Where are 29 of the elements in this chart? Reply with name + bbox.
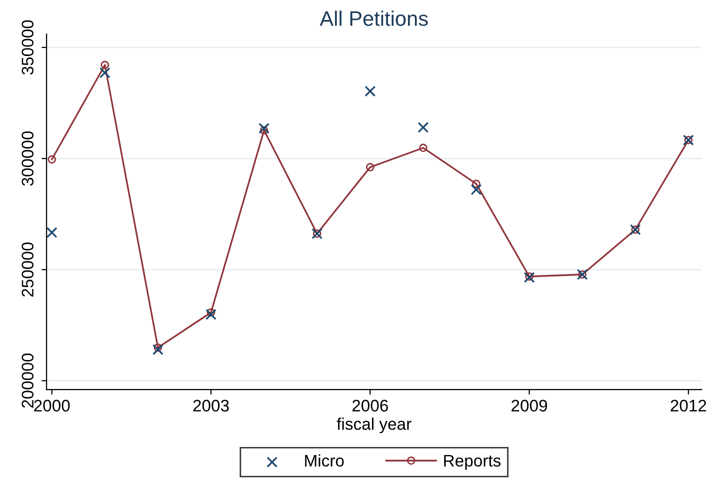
point — [258, 122, 270, 134]
point — [154, 343, 162, 352]
y-tick-label: 350000 — [22, 20, 34, 75]
legend-label: Micro — [305, 454, 344, 467]
point — [100, 60, 110, 70]
point — [152, 344, 164, 356]
point — [419, 144, 428, 152]
x-tick-label: 2006 — [352, 400, 388, 412]
legend-label: Reports — [444, 454, 501, 470]
point — [46, 227, 58, 238]
point — [366, 163, 374, 172]
y-tick-label: 300000 — [22, 131, 34, 186]
point — [364, 86, 376, 97]
point — [260, 126, 268, 134]
x-tick-label: 2009 — [512, 400, 548, 412]
point — [99, 67, 110, 78]
x-axis-title: fiscal year — [336, 418, 412, 434]
point — [472, 180, 480, 188]
point — [48, 155, 56, 164]
x-tick-label: 2012 — [670, 400, 706, 412]
point — [470, 184, 482, 196]
x-tick-label: 2000 — [34, 400, 70, 412]
y-tick-label: 250000 — [22, 242, 34, 297]
point — [206, 308, 216, 317]
x-tick-label: 2003 — [193, 400, 229, 412]
y-tick-label: 200000 — [22, 354, 34, 408]
point — [418, 122, 429, 133]
point — [205, 309, 216, 320]
chart-title: All Petitions — [320, 10, 428, 26]
